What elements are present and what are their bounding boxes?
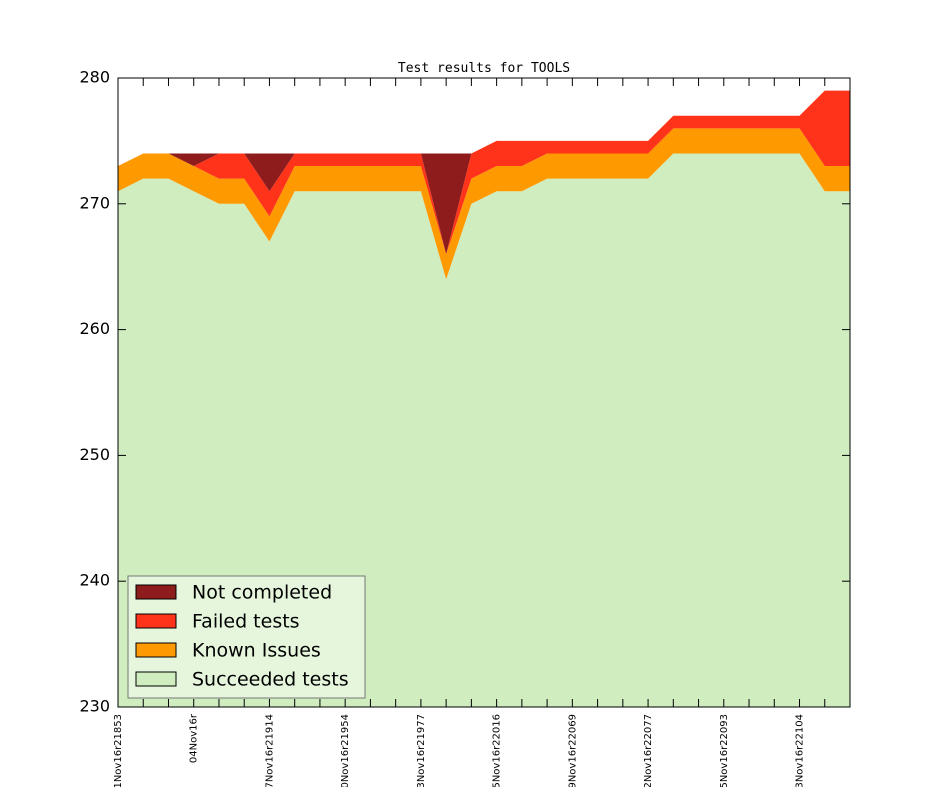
plot-area (118, 90, 850, 707)
x-tick-label: 7Nov16r21914 (264, 714, 275, 787)
y-tick-label: 240 (79, 571, 110, 590)
area (118, 90, 850, 255)
legend-label: Not completed (192, 582, 332, 604)
plot-frame (117, 77, 851, 708)
y-tick-label: 230 (79, 697, 110, 716)
x-tick-label: 5Nov16r22016 (492, 714, 503, 787)
y-tick-label: 250 (79, 445, 110, 464)
legend-swatch (135, 613, 177, 629)
x-tick-label: 3Nov16r21977 (416, 714, 427, 787)
legend-label: Succeeded tests (192, 669, 349, 691)
x-tick-label: 2Nov16r22077 (643, 714, 654, 787)
legend-swatch (135, 642, 177, 658)
area (118, 153, 850, 707)
y-tick-label: 270 (79, 193, 110, 212)
y-tick-label: 260 (79, 319, 110, 338)
x-tick-label: 1Nov16r21853 (113, 714, 124, 787)
chart-title: Test results for TOOLS (398, 61, 570, 76)
x-tick-label: 5Nov16r22093 (719, 714, 730, 787)
legend-label: Known Issues (192, 640, 321, 662)
legend-swatch (135, 584, 177, 600)
area (118, 90, 850, 255)
legend-swatch (135, 671, 177, 687)
x-tick-label: 04Nov16r (189, 713, 200, 763)
y-tick-label: 280 (79, 68, 110, 87)
x-tick-label: 3Nov16r22104 (795, 714, 806, 787)
legend-label: Failed tests (192, 611, 300, 633)
x-tick-label: 9Nov16r22069 (567, 714, 578, 787)
x-tick-label: 0Nov16r21954 (340, 714, 351, 787)
